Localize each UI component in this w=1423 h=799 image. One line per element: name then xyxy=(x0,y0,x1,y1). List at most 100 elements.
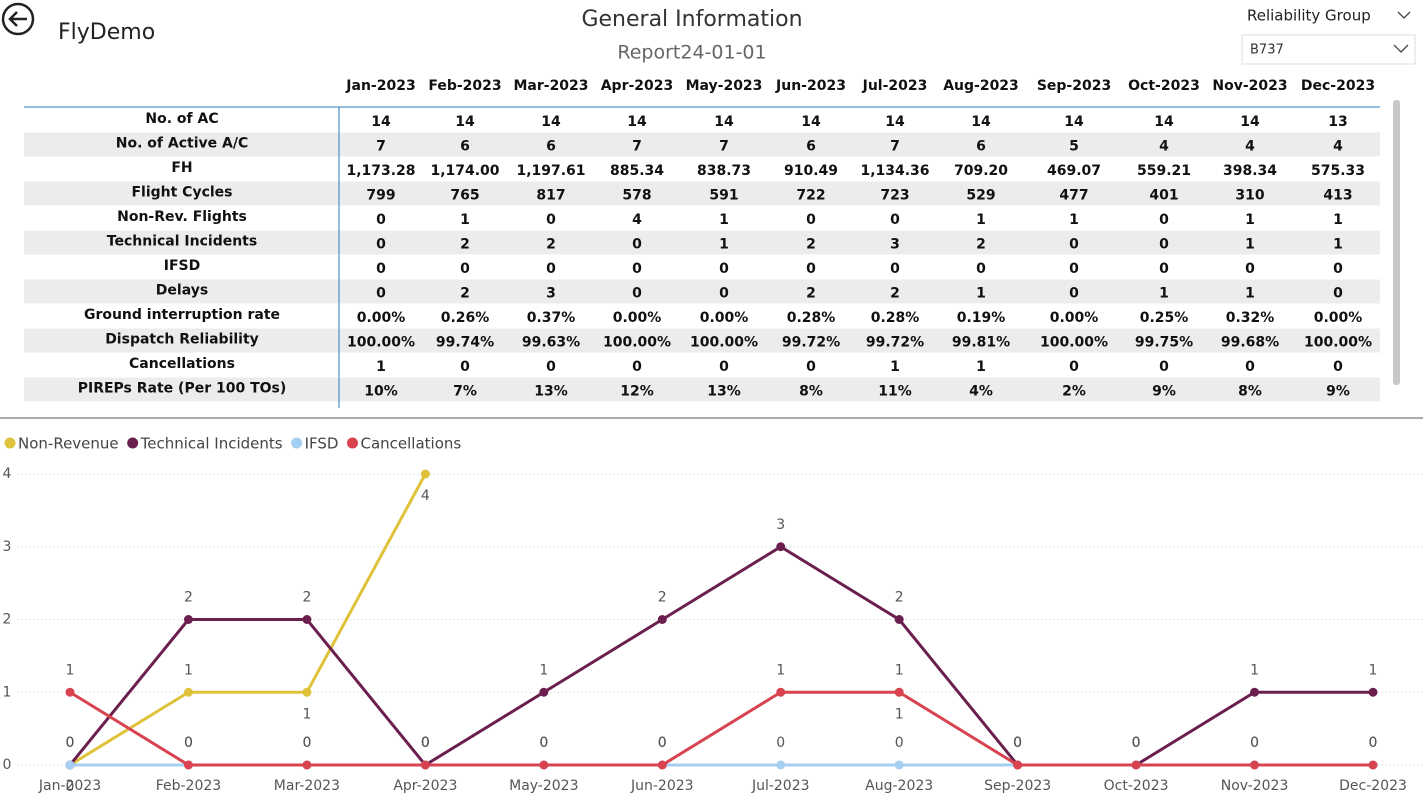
table-cell: 0 xyxy=(1069,359,1079,375)
table-cell: 100.00% xyxy=(603,335,671,351)
table-cell: 3 xyxy=(546,286,556,302)
x-tick-label: Jul-2023 xyxy=(751,778,810,794)
data-label: 1 xyxy=(776,662,785,678)
x-tick-label: Mar-2023 xyxy=(274,778,340,794)
data-point xyxy=(302,760,312,770)
table-cell: 0 xyxy=(1159,261,1169,277)
data-label: 0 xyxy=(66,735,75,751)
table-cell: 2 xyxy=(976,237,986,253)
x-tick-label: Jun-2023 xyxy=(630,778,694,794)
table-cell: 799 xyxy=(366,188,395,204)
table-cell: 8% xyxy=(1238,384,1262,400)
table-cell: 910.49 xyxy=(784,163,838,179)
table-cell: 4 xyxy=(1159,139,1169,155)
data-label: 0 xyxy=(421,735,430,751)
column-header: Jun-2023 xyxy=(775,78,846,94)
table-cell: 0 xyxy=(1159,212,1169,228)
table-cell: 0 xyxy=(632,359,642,375)
table-cell: 0 xyxy=(719,261,729,277)
x-tick-label: Jan-2023 xyxy=(38,778,101,794)
table: Jan-2023 Feb-2023 Mar-2023 Apr-2023 May-2023… xyxy=(24,78,1380,408)
table-cell: 0 xyxy=(376,286,386,302)
table-cell: 0.00% xyxy=(613,310,662,326)
data-point xyxy=(776,687,786,697)
table-cell: 2 xyxy=(806,286,816,302)
table-cell: 4 xyxy=(632,212,642,228)
data-point xyxy=(420,469,430,479)
table-cell: 100.00% xyxy=(1304,335,1372,351)
data-label: 0 xyxy=(539,735,548,751)
data-label: 1 xyxy=(1250,662,1259,678)
data-label: 1 xyxy=(895,706,904,722)
table-cell: 13% xyxy=(707,384,741,400)
row-label: Dispatch Reliability xyxy=(105,332,259,348)
column-header: Apr-2023 xyxy=(601,78,674,94)
table-cell: 6 xyxy=(460,139,470,155)
table-cell: 0 xyxy=(1333,359,1343,375)
table-cell: 578 xyxy=(622,188,651,204)
x-tick-label: Sep-2023 xyxy=(984,778,1051,794)
y-tick-label: 0 xyxy=(3,757,12,773)
data-label: 0 xyxy=(421,735,430,751)
legend-label: Non-Revenue xyxy=(18,435,119,453)
y-tick-label: 4 xyxy=(3,466,12,482)
table-cell: 529 xyxy=(966,188,995,204)
y-tick-label: 1 xyxy=(3,684,12,700)
table-cell: 2 xyxy=(806,237,816,253)
table-cell: 14 xyxy=(971,114,991,130)
data-label: 2 xyxy=(302,590,311,606)
x-tick-label: Oct-2023 xyxy=(1104,778,1169,794)
data-point xyxy=(183,615,193,624)
table-cell: 14 xyxy=(714,114,734,130)
data-label: 0 xyxy=(1013,735,1022,751)
legend-marker xyxy=(127,437,139,449)
data-label: 3 xyxy=(776,517,785,533)
filter-value[interactable]: B737 xyxy=(1250,43,1284,58)
data-label: 1 xyxy=(1369,662,1378,678)
row-label: Flight Cycles xyxy=(131,185,232,201)
back-button[interactable] xyxy=(1,2,35,36)
y-tick-label: 2 xyxy=(3,612,12,628)
table-cell: 13 xyxy=(1328,114,1347,130)
table-cell: 100.00% xyxy=(1040,335,1108,351)
data-point xyxy=(539,760,549,770)
table-cell: 559.21 xyxy=(1137,163,1191,179)
table-cell: 0 xyxy=(1069,261,1079,277)
data-label: 2 xyxy=(184,590,193,606)
data-label: 0 xyxy=(1013,735,1022,751)
data-point xyxy=(539,687,549,697)
data-label: 0 xyxy=(1013,735,1022,751)
back-icon[interactable] xyxy=(1,2,35,36)
filter-dropdown[interactable] xyxy=(1241,34,1416,65)
data-label: 0 xyxy=(66,779,75,795)
table-cell: 0.28% xyxy=(787,310,836,326)
table-cell: 398.34 xyxy=(1223,163,1277,179)
table-cell: 9% xyxy=(1152,384,1176,400)
row-band xyxy=(24,181,1380,206)
back-arrow[interactable] xyxy=(8,11,27,27)
table-cell: 1,173.28 xyxy=(346,163,415,179)
row-label: Ground interruption rate xyxy=(84,307,280,323)
data-label: 4 xyxy=(421,488,430,504)
row-label: IFSD xyxy=(164,258,200,274)
table-cell: 0 xyxy=(376,237,386,253)
column-header: Feb-2023 xyxy=(428,78,501,94)
table-cell: 7% xyxy=(453,384,477,400)
table-cell: 0.32% xyxy=(1226,310,1275,326)
table-cell: 0 xyxy=(632,261,642,277)
data-point xyxy=(183,687,193,697)
row-label: Cancellations xyxy=(129,356,235,372)
table-cell: 7 xyxy=(719,139,729,155)
row-band xyxy=(24,279,1380,304)
scrollbar[interactable] xyxy=(1393,100,1400,385)
data-label: 0 xyxy=(539,735,548,751)
table-cell: 4 xyxy=(1245,139,1255,155)
table-cell: 0.19% xyxy=(957,310,1006,326)
table-cell: 0 xyxy=(890,261,900,277)
filter-collapse-icon[interactable] xyxy=(1397,11,1411,19)
dropdown-arrow[interactable] xyxy=(1393,44,1409,53)
legend-marker xyxy=(291,437,303,449)
table-cell: 0 xyxy=(632,286,642,302)
data-label: 0 xyxy=(421,735,430,751)
table-cell: 7 xyxy=(890,139,900,155)
